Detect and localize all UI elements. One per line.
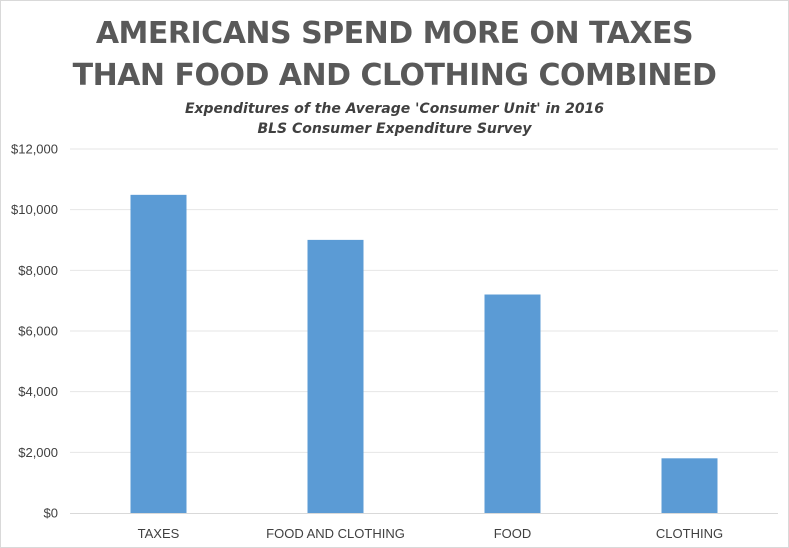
chart-title-line-2: THAN FOOD AND CLOTHING COMBINED — [72, 58, 717, 93]
bar-clothing — [661, 458, 718, 513]
y-tick-label: $6,000 — [18, 324, 58, 339]
y-tick-label: $8,000 — [18, 263, 58, 278]
x-category-label: TAXES — [138, 526, 180, 541]
bar-food-and-clothing — [307, 239, 364, 513]
x-category-label: CLOTHING — [656, 526, 723, 541]
bar-food — [484, 294, 541, 513]
gridlines — [70, 148, 778, 453]
y-tick-label: $0 — [44, 506, 58, 521]
y-tick-label: $10,000 — [11, 202, 58, 217]
x-category-label: FOOD — [494, 526, 532, 541]
chart-title-line-1: AMERICANS SPEND MORE ON TAXES — [95, 16, 694, 51]
x-axis-category-labels: TAXES FOOD AND CLOTHING FOOD CLOTHING — [138, 526, 723, 541]
y-tick-label: $4,000 — [18, 384, 58, 399]
chart-subtitle-line-1: Expenditures of the Average 'Consumer Un… — [184, 101, 605, 117]
y-axis-ticks: $0 $2,000 $4,000 $6,000 $8,000 $10,000 $12,000 — [11, 142, 58, 521]
bar-taxes — [130, 194, 187, 513]
x-category-label: FOOD AND CLOTHING — [266, 526, 405, 541]
chart-subtitle-line-2: BLS Consumer Expenditure Survey — [257, 121, 532, 137]
y-tick-label: $12,000 — [11, 142, 58, 157]
y-tick-label: $2,000 — [18, 445, 58, 460]
bars — [130, 194, 718, 513]
